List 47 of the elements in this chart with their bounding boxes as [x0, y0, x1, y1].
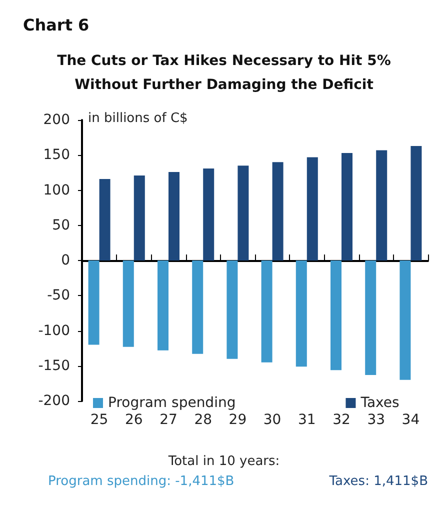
- x-tick-label: 31: [298, 412, 316, 428]
- chart-title: Chart 6: [23, 16, 90, 34]
- text: Taxes: 1,411$B: [328, 474, 428, 489]
- bar: [365, 260, 376, 376]
- bar: [134, 176, 145, 260]
- bar: [238, 166, 249, 260]
- bar: [122, 260, 134, 347]
- bar: [342, 153, 352, 260]
- y-tick-label: 150: [43, 147, 70, 164]
- y-tick-label: 50: [52, 217, 70, 234]
- y-tick-label: -200: [38, 393, 70, 409]
- x-tick-label: 32: [332, 412, 350, 428]
- y-tick-label: 0: [61, 252, 70, 268]
- x-tick-label: 34: [402, 412, 420, 428]
- bar: [272, 162, 284, 260]
- bar: [203, 168, 214, 260]
- bar: [158, 260, 168, 350]
- bar: [306, 157, 318, 260]
- bar: [88, 260, 100, 345]
- bar: [330, 260, 342, 370]
- bar: [410, 146, 422, 260]
- legend-label: Program spending: [108, 395, 236, 411]
- x-tick-label: 27: [160, 412, 178, 428]
- text: Program spending: -1,411$B: [48, 474, 234, 489]
- x-tick-label: 33: [367, 412, 386, 428]
- x-tick-label: 25: [90, 412, 108, 428]
- legend-label: Taxes: [360, 395, 400, 411]
- bar: [168, 172, 180, 260]
- bar: [376, 150, 388, 260]
- y-tick-label: -150: [38, 358, 70, 374]
- y-axis-title: in billions of C$: [88, 111, 188, 126]
- bar: [226, 260, 238, 359]
- x-tick-label: 28: [194, 412, 212, 428]
- y-tick-label: -100: [38, 322, 70, 339]
- chart-subtitle: The Cuts or Tax Hikes Necessary to Hit 5% Without Further Damaging the Deficit: [57, 53, 391, 93]
- x-tick-label: 29: [228, 412, 247, 428]
- y-tick-label: -50: [47, 288, 70, 304]
- y-tick-label: 200: [43, 112, 70, 128]
- bar: [296, 260, 307, 367]
- y-tick-label: 100: [43, 182, 70, 198]
- x-tick-label: 30: [263, 412, 282, 428]
- bar: [261, 260, 272, 362]
- bar: [99, 179, 110, 260]
- bar: [192, 260, 204, 354]
- text: Total in 10 years:: [167, 454, 280, 469]
- x-tick-label: 26: [124, 412, 143, 428]
- bar: [400, 260, 411, 380]
